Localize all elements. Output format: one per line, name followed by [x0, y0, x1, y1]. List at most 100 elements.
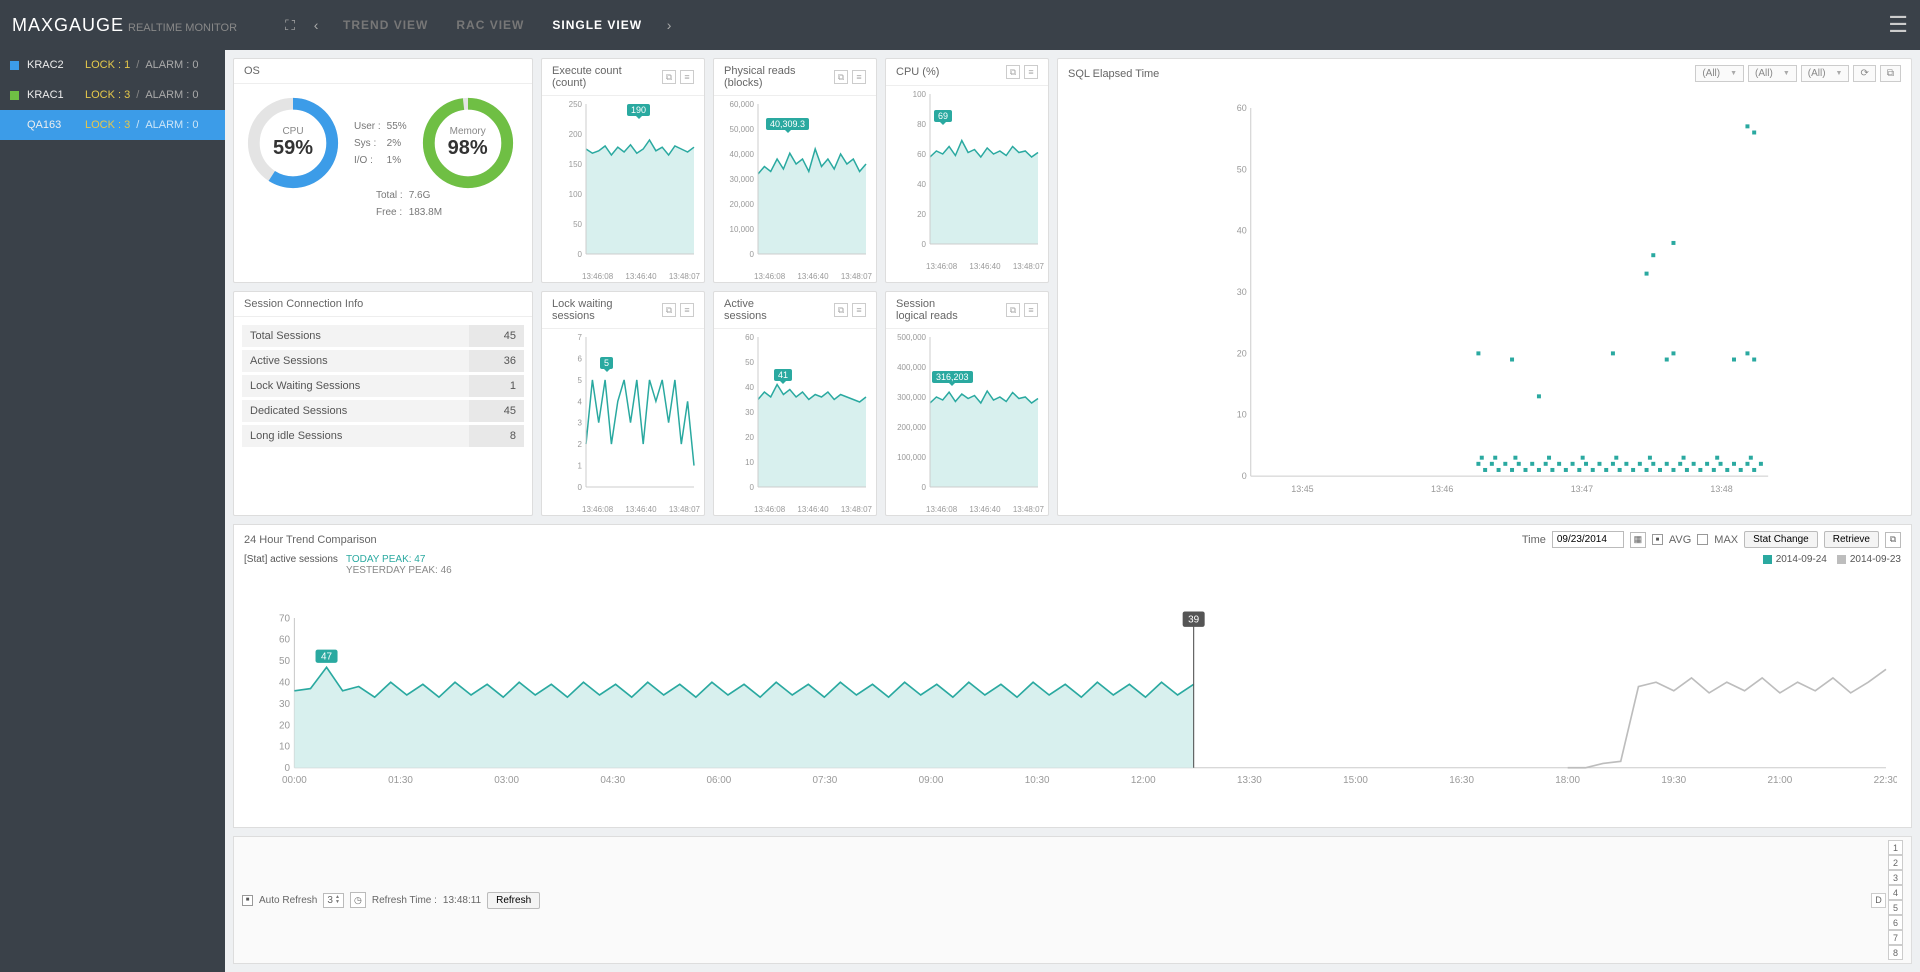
date-input[interactable]	[1552, 531, 1624, 548]
trend-panel: 24 Hour Trend Comparison Time ▦ AVG MAX …	[233, 524, 1912, 828]
svg-text:6: 6	[578, 355, 583, 364]
page-5[interactable]: 5	[1888, 900, 1903, 915]
sql-elapsed-panel: SQL Elapsed Time (All)▼(All)▼(All)▼⟳⧉ 01…	[1057, 58, 1912, 516]
instance-krac2[interactable]: KRAC2 LOCK : 1 / ALARM : 0	[0, 50, 225, 80]
instance-qa163[interactable]: QA163 LOCK : 3 / ALARM : 0	[0, 110, 225, 140]
cpu-stats: User :55%Sys :2%I/O :1%	[352, 117, 409, 170]
clock-icon[interactable]: ◷	[350, 892, 366, 908]
svg-text:21:00: 21:00	[1768, 775, 1793, 786]
chart-badge: 40,309.3	[766, 118, 809, 130]
scatter-filter[interactable]: (All)▼	[1748, 65, 1797, 82]
svg-text:30: 30	[745, 408, 754, 417]
scatter-title: SQL Elapsed Time	[1068, 68, 1159, 80]
chart-badge: 190	[627, 104, 650, 116]
retrieve-button[interactable]: Retrieve	[1824, 531, 1879, 548]
popout-icon[interactable]: ⧉	[1006, 303, 1020, 317]
popout-icon[interactable]: ⧉	[662, 303, 676, 317]
popout-icon[interactable]: ⧉	[834, 303, 848, 317]
stat-change-button[interactable]: Stat Change	[1744, 531, 1818, 548]
sidebar: KRAC2 LOCK : 1 / ALARM : 0 KRAC1 LOCK : …	[0, 50, 225, 972]
page-3[interactable]: 3	[1888, 870, 1903, 885]
os-title: OS	[244, 65, 260, 77]
stat-label: [Stat] active sessions	[244, 554, 338, 565]
page-8[interactable]: 8	[1888, 945, 1903, 960]
scatter-popout-icon[interactable]: ⧉	[1880, 65, 1901, 82]
nav-tab-rac-view[interactable]: RAC VIEW	[442, 18, 538, 32]
svg-text:40: 40	[1237, 226, 1247, 236]
menu-icon[interactable]: ☰	[1888, 12, 1908, 38]
chart-badge: 69	[934, 110, 952, 122]
chevron-right-icon[interactable]: ›	[656, 12, 682, 38]
svg-text:10,000: 10,000	[730, 225, 755, 234]
session-info-title: Session Connection Info	[244, 298, 363, 310]
svg-text:18:00: 18:00	[1555, 775, 1580, 786]
svg-text:7: 7	[578, 333, 583, 342]
os-panel: OS CPU59% User :55%Sys :2%I/O :1% Memory…	[233, 58, 533, 283]
popout-icon[interactable]: ⧉	[1006, 65, 1020, 79]
brand: MAXGAUGEREALTIME MONITOR	[12, 15, 237, 36]
interval-spinner[interactable]: 3 ▲▼	[323, 893, 344, 908]
chart-badge: 5	[600, 357, 613, 369]
nav-tab-trend-view[interactable]: TREND VIEW	[329, 18, 442, 32]
svg-text:0: 0	[750, 250, 755, 259]
pager-label[interactable]: D	[1871, 893, 1886, 908]
svg-text:50: 50	[745, 358, 754, 367]
svg-text:20: 20	[917, 210, 926, 219]
svg-text:40: 40	[745, 383, 754, 392]
avg-checkbox[interactable]	[1652, 534, 1663, 545]
session-row: Long idle Sessions8	[242, 425, 524, 447]
session-info-panel: Session Connection Info Total Sessions45…	[233, 291, 533, 516]
chevron-left-icon[interactable]: ‹	[303, 12, 329, 38]
chart-lock: Lock waitingsessions ⧉≡ 01234567 5 13:46…	[541, 291, 705, 516]
menu-icon[interactable]: ≡	[680, 303, 694, 317]
nav: ⛶ ‹ TREND VIEWRAC VIEWSINGLE VIEW ›	[277, 12, 682, 38]
scatter-filter[interactable]: (All)▼	[1801, 65, 1850, 82]
calendar-icon[interactable]: ▦	[1630, 532, 1646, 548]
cpu-donut: CPU59%	[244, 94, 342, 192]
svg-text:40: 40	[917, 180, 926, 189]
popout-icon[interactable]: ⧉	[1885, 532, 1901, 548]
menu-icon[interactable]: ≡	[852, 303, 866, 317]
menu-icon[interactable]: ≡	[1024, 303, 1038, 317]
menu-icon[interactable]: ≡	[680, 70, 694, 84]
svg-text:19:30: 19:30	[1661, 775, 1686, 786]
menu-icon[interactable]: ≡	[1024, 65, 1038, 79]
menu-icon[interactable]: ≡	[852, 70, 866, 84]
nav-tab-single-view[interactable]: SINGLE VIEW	[538, 18, 656, 32]
popout-icon[interactable]: ⧉	[662, 70, 676, 84]
session-row: Total Sessions45	[242, 325, 524, 347]
svg-text:01:30: 01:30	[388, 775, 413, 786]
page-4[interactable]: 4	[1888, 885, 1903, 900]
instance-krac1[interactable]: KRAC1 LOCK : 3 / ALARM : 0	[0, 80, 225, 110]
scatter-filter[interactable]: (All)▼	[1695, 65, 1744, 82]
session-row: Lock Waiting Sessions1	[242, 375, 524, 397]
svg-text:04:30: 04:30	[600, 775, 625, 786]
popout-icon[interactable]: ⧉	[834, 70, 848, 84]
svg-text:20: 20	[745, 433, 754, 442]
header: MAXGAUGEREALTIME MONITOR ⛶ ‹ TREND VIEWR…	[0, 0, 1920, 50]
svg-text:0: 0	[578, 250, 583, 259]
monitor-icon[interactable]: ⛶	[277, 12, 303, 38]
svg-text:0: 0	[750, 483, 755, 492]
peak-info: TODAY PEAK: 47 YESTERDAY PEAK: 46	[346, 554, 452, 576]
svg-text:15:00: 15:00	[1343, 775, 1368, 786]
svg-text:09:00: 09:00	[919, 775, 944, 786]
svg-text:300,000: 300,000	[897, 393, 926, 402]
page-2[interactable]: 2	[1888, 855, 1903, 870]
svg-text:0: 0	[1242, 471, 1247, 481]
refresh-button[interactable]: Refresh	[487, 892, 540, 909]
svg-text:0: 0	[578, 483, 583, 492]
svg-text:00:00: 00:00	[282, 775, 307, 786]
page-6[interactable]: 6	[1888, 915, 1903, 930]
chart-badge: 41	[774, 369, 792, 381]
svg-text:40: 40	[279, 678, 291, 689]
svg-text:13:45: 13:45	[1291, 484, 1313, 494]
svg-text:200: 200	[569, 130, 583, 139]
scatter-tool-icon[interactable]: ⟳	[1853, 65, 1875, 82]
page-7[interactable]: 7	[1888, 930, 1903, 945]
auto-refresh-checkbox[interactable]	[242, 895, 253, 906]
svg-text:39: 39	[1188, 614, 1200, 625]
max-checkbox[interactable]	[1697, 534, 1708, 545]
svg-text:1: 1	[578, 462, 583, 471]
page-1[interactable]: 1	[1888, 840, 1903, 855]
